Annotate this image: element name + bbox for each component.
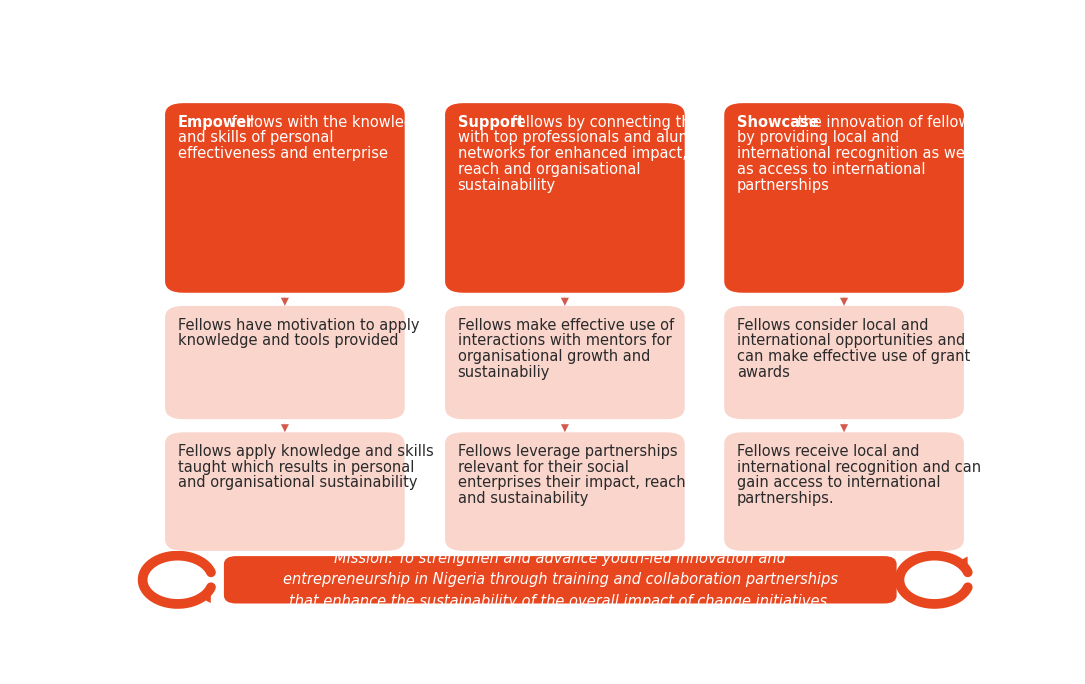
Text: Fellows have motivation to apply: Fellows have motivation to apply	[178, 317, 419, 332]
Text: relevant for their social: relevant for their social	[458, 460, 628, 475]
FancyBboxPatch shape	[165, 306, 405, 419]
Text: networks for enhanced impact,: networks for enhanced impact,	[458, 146, 687, 161]
FancyBboxPatch shape	[165, 432, 405, 551]
Text: interactions with mentors for: interactions with mentors for	[458, 333, 672, 348]
Text: reach and organisational: reach and organisational	[458, 162, 640, 177]
Text: Support: Support	[458, 115, 524, 130]
Text: Showcase: Showcase	[737, 115, 818, 130]
FancyBboxPatch shape	[725, 103, 963, 293]
Text: awards: awards	[737, 365, 790, 380]
Text: gain access to international: gain access to international	[737, 475, 941, 490]
FancyBboxPatch shape	[445, 103, 685, 293]
Text: and sustainability: and sustainability	[458, 491, 588, 506]
FancyBboxPatch shape	[165, 103, 405, 293]
Text: Fellows receive local and: Fellows receive local and	[737, 444, 919, 459]
Text: Empower: Empower	[178, 115, 254, 130]
Text: Fellows make effective use of: Fellows make effective use of	[458, 317, 674, 332]
Text: taught which results in personal: taught which results in personal	[178, 460, 414, 475]
Text: sustainability: sustainability	[458, 178, 556, 193]
Text: with top professionals and alumni: with top professionals and alumni	[458, 131, 706, 146]
FancyBboxPatch shape	[725, 306, 963, 419]
Text: international recognition and can: international recognition and can	[737, 460, 981, 475]
Text: and organisational sustainability: and organisational sustainability	[178, 475, 417, 490]
Text: knowledge and tools provided: knowledge and tools provided	[178, 333, 398, 348]
Text: and skills of personal: and skills of personal	[178, 131, 333, 146]
FancyBboxPatch shape	[445, 432, 685, 551]
Text: enterprises their impact, reach: enterprises their impact, reach	[458, 475, 686, 490]
Text: organisational growth and: organisational growth and	[458, 349, 650, 364]
FancyBboxPatch shape	[224, 556, 896, 603]
Text: international opportunities and: international opportunities and	[737, 333, 965, 348]
Text: Mission: To strengthen and advance youth-led innovation and
entrepreneurship in : Mission: To strengthen and advance youth…	[283, 551, 838, 609]
Text: partnerships: partnerships	[737, 178, 830, 193]
FancyBboxPatch shape	[445, 306, 685, 419]
Text: Fellows apply knowledge and skills: Fellows apply knowledge and skills	[178, 444, 433, 459]
Text: sustainabiliy: sustainabiliy	[458, 365, 550, 380]
Text: by providing local and: by providing local and	[737, 131, 899, 146]
FancyBboxPatch shape	[725, 432, 963, 551]
Text: fellows with the knowledge: fellows with the knowledge	[227, 115, 431, 130]
Text: the innovation of fellows: the innovation of fellows	[793, 115, 978, 130]
Text: effectiveness and enterprise: effectiveness and enterprise	[178, 146, 387, 161]
Text: fellows by connecting them: fellows by connecting them	[507, 115, 714, 130]
Text: Fellows consider local and: Fellows consider local and	[737, 317, 929, 332]
Text: partnerships.: partnerships.	[737, 491, 834, 506]
Text: international recognition as well: international recognition as well	[737, 146, 973, 161]
Text: can make effective use of grant: can make effective use of grant	[737, 349, 970, 364]
Text: Fellows leverage partnerships: Fellows leverage partnerships	[458, 444, 677, 459]
Text: as access to international: as access to international	[737, 162, 926, 177]
